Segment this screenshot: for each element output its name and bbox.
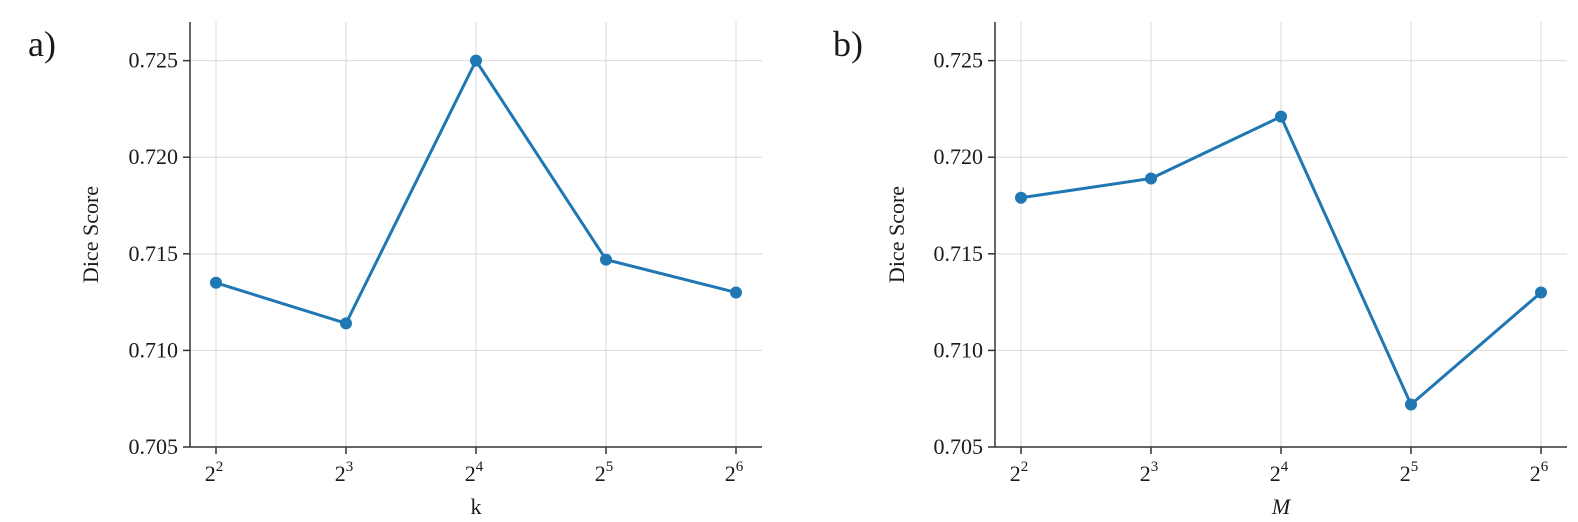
y-tick-label: 0.720 <box>129 144 179 169</box>
panel-label: a) <box>28 24 56 64</box>
x-axis-title: M <box>1271 494 1292 519</box>
x-tick-label: 24 <box>465 459 484 486</box>
data-point <box>1405 398 1417 411</box>
data-point <box>210 276 222 289</box>
y-tick-label: 0.725 <box>129 48 179 73</box>
x-axis-title: k <box>471 494 482 519</box>
panel-label: b) <box>833 24 863 64</box>
data-point <box>1275 110 1287 123</box>
y-tick-label: 0.715 <box>934 241 984 266</box>
data-point <box>340 317 352 330</box>
panel-b: b) 0.705 0.710 0.715 0.720 0.725 22 23 24 25 26 M Di… <box>833 22 1567 519</box>
panel-a: a) 0.705 0.710 0.715 0.720 0.725 22 23 24 25 26 k Di… <box>28 22 762 519</box>
y-tick-label: 0.720 <box>934 144 984 169</box>
x-tick-label: 22 <box>205 459 224 486</box>
x-tick-label: 24 <box>1270 459 1289 486</box>
x-tick-label: 23 <box>1140 459 1159 486</box>
data-point <box>1145 172 1157 185</box>
data-point <box>1015 191 1027 204</box>
y-tick-label: 0.710 <box>934 337 984 362</box>
y-axis-title: Dice Score <box>884 186 909 283</box>
y-tick-label: 0.710 <box>129 337 179 362</box>
x-tick-label: 26 <box>725 459 744 486</box>
data-point <box>470 54 482 67</box>
y-tick-label: 0.705 <box>129 434 179 459</box>
x-tick-label: 23 <box>335 459 354 486</box>
data-point <box>600 253 612 266</box>
y-tick-label: 0.715 <box>129 241 179 266</box>
x-tick-label: 22 <box>1010 459 1029 486</box>
y-tick-label: 0.705 <box>934 434 984 459</box>
data-point <box>730 286 742 299</box>
y-axis-title: Dice Score <box>78 186 103 283</box>
y-tick-label: 0.725 <box>934 48 984 73</box>
x-tick-label: 25 <box>1400 459 1419 486</box>
x-tick-label: 26 <box>1530 459 1549 486</box>
x-tick-label: 25 <box>595 459 614 486</box>
data-point <box>1535 286 1547 299</box>
